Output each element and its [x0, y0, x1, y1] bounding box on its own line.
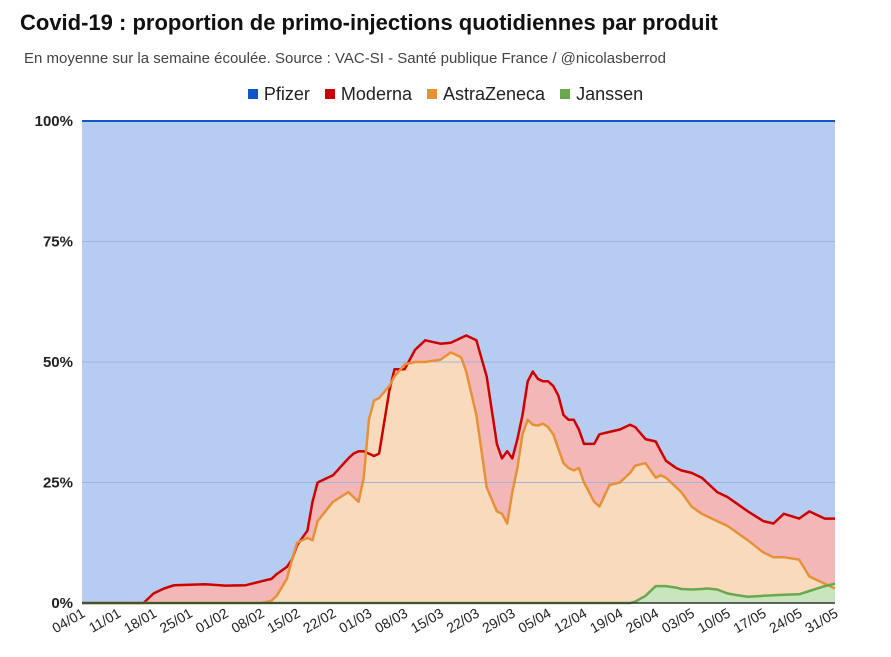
x-tick-label-1: 11/01: [86, 605, 124, 636]
x-tick-label-18: 10/05: [695, 605, 734, 636]
legend-item-janssen: Janssen: [560, 84, 643, 105]
x-tick-label-20: 24/05: [766, 605, 805, 636]
x-tick-label-21: 31/05: [802, 605, 841, 636]
y-tick-label-50: 50%: [43, 354, 73, 371]
x-tick-label-6: 15/02: [264, 605, 303, 636]
y-tick-label-75: 75%: [43, 234, 73, 251]
legend-swatch-pfizer: [247, 89, 258, 99]
x-tick-label-7: 22/02: [300, 605, 339, 636]
x-tick-label-4: 01/02: [193, 605, 232, 636]
y-tick-label-25: 25%: [43, 475, 73, 492]
legend-item-pfizer: Pfizer: [247, 84, 310, 105]
x-tick-label-8: 01/03: [336, 605, 375, 636]
legend-item-moderna: Moderna: [324, 84, 412, 105]
x-tick-label-17: 03/05: [659, 605, 698, 636]
x-tick-label-9: 08/03: [372, 605, 411, 636]
legend-swatch-moderna: [324, 89, 335, 99]
area-astrazeneca: [82, 352, 835, 603]
x-tick-label-12: 29/03: [479, 605, 518, 636]
x-tick-label-16: 26/04: [623, 605, 662, 636]
chart-title: Covid-19 : proportion de primo-injection…: [20, 10, 718, 35]
legend-swatch-astrazeneca: [426, 89, 437, 99]
x-tick-label-14: 12/04: [551, 605, 590, 636]
line-moderna: [82, 334, 835, 605]
line-astrazeneca: [82, 351, 836, 605]
area-janssen: [82, 583, 835, 603]
x-tick-label-19: 17/05: [730, 605, 769, 636]
y-tick-label-100: 100%: [35, 113, 73, 130]
x-tick-label-2: 18/01: [121, 605, 160, 636]
legend-label-pfizer: Pfizer: [263, 84, 310, 104]
x-tick-label-3: 25/01: [157, 605, 196, 636]
legend-label-astrazeneca: AstraZeneca: [442, 84, 546, 104]
legend-label-moderna: Moderna: [340, 84, 412, 104]
chart-subtitle: En moyenne sur la semaine écoulée. Sourc…: [24, 50, 666, 67]
y-tick-label-0: 0%: [51, 595, 73, 612]
legend-item-astrazeneca: AstraZeneca: [426, 84, 546, 105]
x-tick-label-10: 15/03: [408, 605, 447, 636]
x-tick-label-13: 05/04: [515, 605, 554, 636]
legend-label-janssen: Janssen: [576, 84, 644, 104]
x-tick-label-11: 22/03: [444, 605, 483, 636]
chart-legend: Pfizer Moderna AstraZeneca Janssen: [0, 84, 891, 105]
legend-swatch-janssen: [560, 89, 571, 99]
x-tick-label-15: 19/04: [587, 605, 626, 636]
x-tick-label-5: 08/02: [228, 605, 267, 636]
